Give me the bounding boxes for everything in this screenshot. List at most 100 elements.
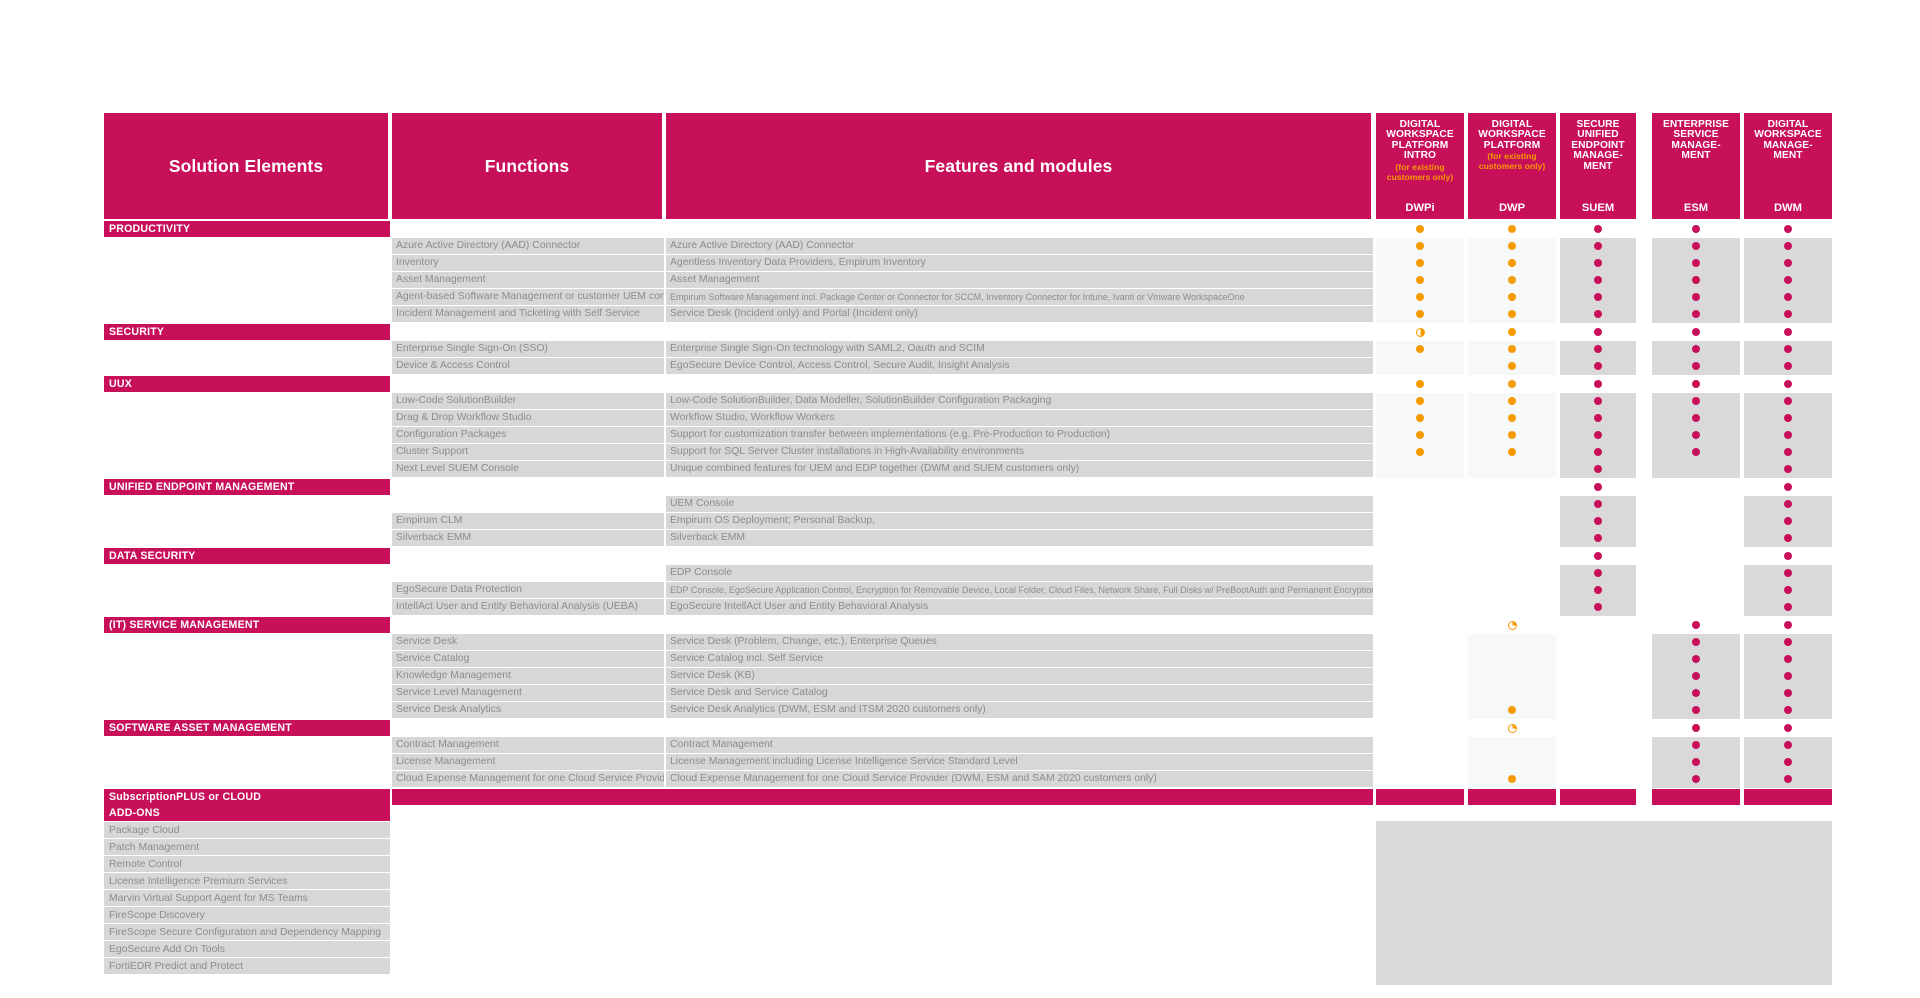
cell-mark	[1784, 397, 1792, 405]
row-function: Knowledge Management	[392, 668, 664, 684]
cell-mark	[1784, 293, 1792, 301]
cell-mark	[1784, 242, 1792, 250]
cell-mark	[1508, 448, 1516, 456]
cell-mark	[1416, 293, 1424, 301]
cell-mark	[1594, 603, 1602, 611]
cell-mark	[1692, 276, 1700, 284]
footer-band-dwp	[1468, 789, 1556, 805]
cell-mark	[1784, 465, 1792, 473]
product-name-line: PLATFORM	[1483, 139, 1541, 151]
cell-mark	[1508, 397, 1516, 405]
cell-mark	[1594, 517, 1602, 525]
row-feature: Empirum OS Deployment; Personal Backup,	[666, 513, 1373, 529]
cell-mark	[1784, 569, 1792, 577]
cell-mark	[1508, 276, 1516, 284]
product-header-dwm: DIGITAL WORKSPACE MANAGE- MENT DWM	[1744, 113, 1832, 219]
product-header-dwpi: DIGITAL WORKSPACE PLATFORM INTRO (for existi…	[1376, 113, 1464, 219]
cell-mark	[1784, 638, 1792, 646]
row-feature: Asset Management	[666, 272, 1373, 288]
product-abbr: SUEM	[1581, 201, 1615, 214]
addon-item: Remote Control	[104, 856, 390, 872]
row-feature: Azure Active Directory (AAD) Connector	[666, 238, 1373, 254]
row-function: IntellAct User and Entity Behavioral Ana…	[392, 599, 664, 615]
cell-mark	[1416, 259, 1424, 267]
cell-mark	[1507, 723, 1517, 733]
row-feature: EgoSecure IntellAct User and Entity Beha…	[666, 599, 1373, 615]
section-header-2: UUX	[104, 376, 390, 392]
cell-mark	[1692, 638, 1700, 646]
cell-mark	[1507, 620, 1517, 630]
cell-mark	[1594, 276, 1602, 284]
row-function: Azure Active Directory (AAD) Connector	[392, 238, 664, 254]
row-function: Service Level Management	[392, 685, 664, 701]
row-function: Service Catalog	[392, 651, 664, 667]
cell-mark	[1508, 310, 1516, 318]
cell-mark	[1692, 689, 1700, 697]
cell-mark	[1784, 448, 1792, 456]
cell-mark	[1594, 552, 1602, 560]
row-feature: UEM Console	[666, 496, 1373, 512]
cell-mark	[1594, 500, 1602, 508]
cell-mark	[1692, 448, 1700, 456]
row-function: Cluster Support	[392, 444, 664, 460]
row-function: License Management	[392, 754, 664, 770]
addons-header: ADD-ONS	[104, 805, 390, 821]
cell-mark	[1692, 362, 1700, 370]
cell-mark	[1416, 242, 1424, 250]
product-name-line: ENDPOINT	[1571, 139, 1625, 151]
section-header-6: SOFTWARE ASSET MANAGEMENT	[104, 720, 390, 736]
cell-mark	[1784, 362, 1792, 370]
cell-mark	[1784, 500, 1792, 508]
cell-mark	[1594, 345, 1602, 353]
product-name-line: INTRO	[1403, 150, 1437, 162]
row-function: Enterprise Single Sign-On (SSO)	[392, 341, 664, 357]
cell-mark	[1594, 328, 1602, 336]
cell-mark	[1594, 362, 1602, 370]
cell-mark	[1416, 414, 1424, 422]
cell-mark	[1784, 310, 1792, 318]
cell-mark	[1416, 431, 1424, 439]
product-name-line: DIGITAL	[1491, 119, 1533, 130]
addon-item: Marvin Virtual Support Agent for MS Team…	[104, 890, 390, 906]
product-note-line: customers only)	[1478, 161, 1546, 172]
cell-mark	[1784, 517, 1792, 525]
cell-mark	[1784, 741, 1792, 749]
footer-band-dwm	[1744, 789, 1832, 805]
product-header-dwp: DIGITAL WORKSPACE PLATFORM (for existing cus…	[1468, 113, 1556, 219]
product-name-line: PLATFORM	[1391, 139, 1449, 151]
product-abbr: DWM	[1774, 201, 1802, 214]
row-function: Agent-based Software Management or custo…	[392, 289, 664, 305]
cell-mark	[1784, 655, 1792, 663]
cell-mark	[1594, 586, 1602, 594]
cell-mark	[1784, 775, 1792, 783]
cell-mark	[1784, 380, 1792, 388]
cell-mark	[1784, 414, 1792, 422]
product-name-line: MENT	[1583, 160, 1613, 172]
cell-mark	[1692, 672, 1700, 680]
cell-mark	[1784, 706, 1792, 714]
cell-mark	[1784, 225, 1792, 233]
footer-band-dwpi	[1376, 789, 1464, 805]
cell-mark	[1692, 758, 1700, 766]
row-function: Contract Management	[392, 737, 664, 753]
row-function: Device & Access Control	[392, 358, 664, 374]
cell-mark	[1784, 552, 1792, 560]
row-feature: Low-Code SolutionBuilder, Data Modeller,…	[666, 393, 1373, 409]
row-feature: Cloud Expense Management for one Cloud S…	[666, 771, 1373, 787]
section-header-4: DATA SECURITY	[104, 548, 390, 564]
addon-item: License Intelligence Premium Services	[104, 873, 390, 889]
cell-mark	[1692, 242, 1700, 250]
row-feature: Empirum Software Management incl. Packag…	[666, 289, 1373, 305]
product-name-line: WORKSPACE	[1754, 129, 1822, 141]
header-features-modules-label: Features and modules	[924, 155, 1113, 176]
product-name-line: UNIFIED	[1577, 129, 1619, 141]
cell-mark	[1692, 397, 1700, 405]
cell-mark	[1594, 431, 1602, 439]
row-feature: Service Desk (Incident only) and Portal …	[666, 306, 1373, 322]
row-function: Incident Management and Ticketing with S…	[392, 306, 664, 322]
row-function: Next Level SUEM Console	[392, 461, 664, 477]
cell-mark	[1784, 603, 1792, 611]
cell-mark	[1594, 397, 1602, 405]
product-abbr: ESM	[1683, 201, 1709, 214]
